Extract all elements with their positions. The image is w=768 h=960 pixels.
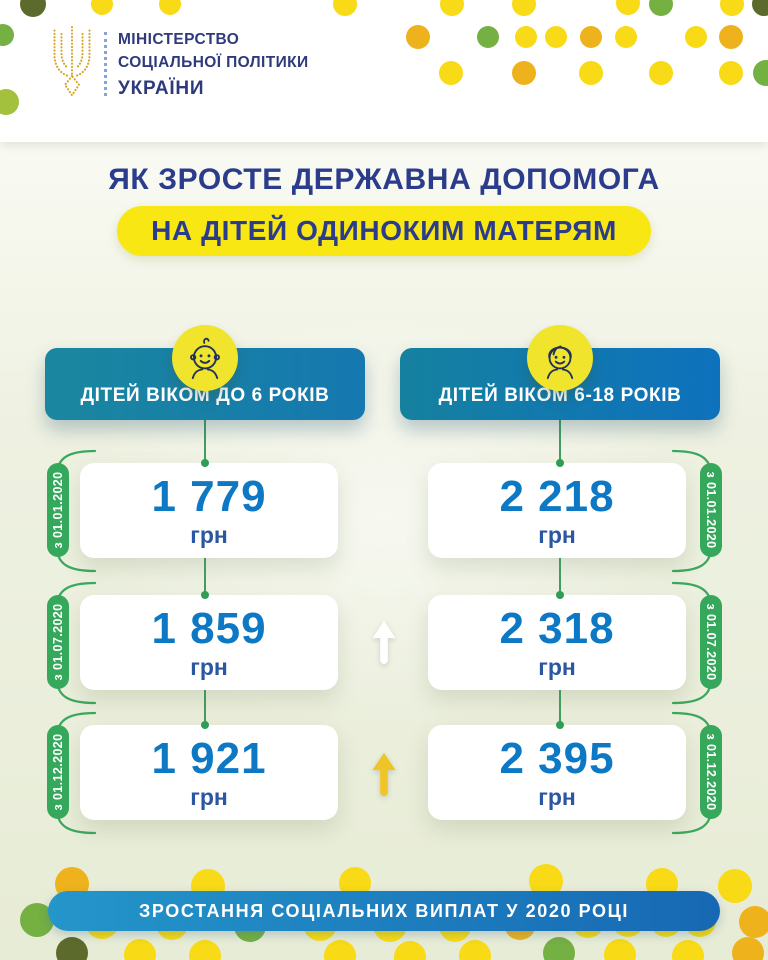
timeline-node: [556, 721, 564, 729]
benefit-amount: 2 395: [499, 733, 615, 783]
benefit-card: 1 779 грн: [80, 463, 338, 558]
timeline-node: [556, 459, 564, 467]
benefit-card: 2 218 грн: [428, 463, 686, 558]
ministry-name: МІНІСТЕРСТВО СОЦІАЛЬНОЇ ПОЛІТИКИ УКРАЇНИ: [118, 28, 309, 103]
header-band: [0, 0, 768, 142]
date-badge: з 01.01.2020: [47, 463, 69, 557]
benefit-card: 2 318 грн: [428, 595, 686, 690]
date-badge: з 01.12.2020: [700, 725, 722, 819]
benefit-amount: 2 318: [499, 603, 615, 653]
benefit-amount: 1 779: [151, 471, 267, 521]
benefit-amount: 2 218: [499, 471, 615, 521]
currency-label: грн: [538, 653, 576, 680]
girl-icon-circle: [527, 325, 593, 391]
date-badge: з 01.01.2020: [700, 463, 722, 557]
currency-label: грн: [190, 653, 228, 680]
girl-icon: [546, 345, 574, 380]
logo-divider: [104, 32, 107, 96]
ministry-line-3: УКРАЇНИ: [118, 77, 205, 99]
column-header-under-6-label: ДІТЕЙ ВІКОМ ДО 6 РОКІВ: [80, 385, 330, 406]
baby-icon-circle: [172, 325, 238, 391]
currency-label: грн: [538, 521, 576, 548]
currency-label: грн: [190, 521, 228, 548]
page-subtitle-wrap: НА ДІТЕЙ ОДИНОКИМ МАТЕРЯМ: [0, 206, 768, 256]
timeline-node: [201, 721, 209, 729]
benefit-card: 1 859 грн: [80, 595, 338, 690]
date-badge: з 01.07.2020: [47, 595, 69, 689]
up-arrow-icon: [372, 752, 396, 796]
page-subtitle-highlight: НА ДІТЕЙ ОДИНОКИМ МАТЕРЯМ: [117, 206, 651, 256]
date-badge: з 01.12.2020: [47, 725, 69, 819]
ministry-line-1: МІНІСТЕРСТВО: [118, 31, 240, 48]
column-header-6-18-label: ДІТЕЙ ВІКОМ 6-18 РОКІВ: [438, 385, 682, 406]
trident-icon: [53, 25, 91, 98]
timeline-node: [201, 459, 209, 467]
footer-ribbon: ЗРОСТАННЯ СОЦІАЛЬНИХ ВИПЛАТ У 2020 РОЦІ: [48, 891, 720, 931]
column-header-6-18: ДІТЕЙ ВІКОМ 6-18 РОКІВ: [400, 348, 720, 420]
up-arrow-icon: [372, 620, 396, 664]
benefit-card: 2 395 грн: [428, 725, 686, 820]
benefit-amount: 1 859: [151, 603, 267, 653]
baby-icon: [190, 337, 220, 380]
timeline-node: [556, 591, 564, 599]
currency-label: грн: [190, 783, 228, 810]
benefit-amount: 1 921: [151, 733, 267, 783]
timeline-line-left: [204, 420, 206, 728]
benefit-card: 1 921 грн: [80, 725, 338, 820]
page-title: ЯК ЗРОСТЕ ДЕРЖАВНА ДОПОМОГА: [108, 163, 660, 196]
ministry-line-2: СОЦІАЛЬНОЇ ПОЛІТИКИ: [118, 54, 309, 72]
currency-label: грн: [538, 783, 576, 810]
date-badge: з 01.07.2020: [700, 595, 722, 689]
timeline-line-right: [559, 420, 561, 728]
timeline-node: [201, 591, 209, 599]
footer-ribbon-label: ЗРОСТАННЯ СОЦІАЛЬНИХ ВИПЛАТ У 2020 РОЦІ: [139, 900, 629, 921]
